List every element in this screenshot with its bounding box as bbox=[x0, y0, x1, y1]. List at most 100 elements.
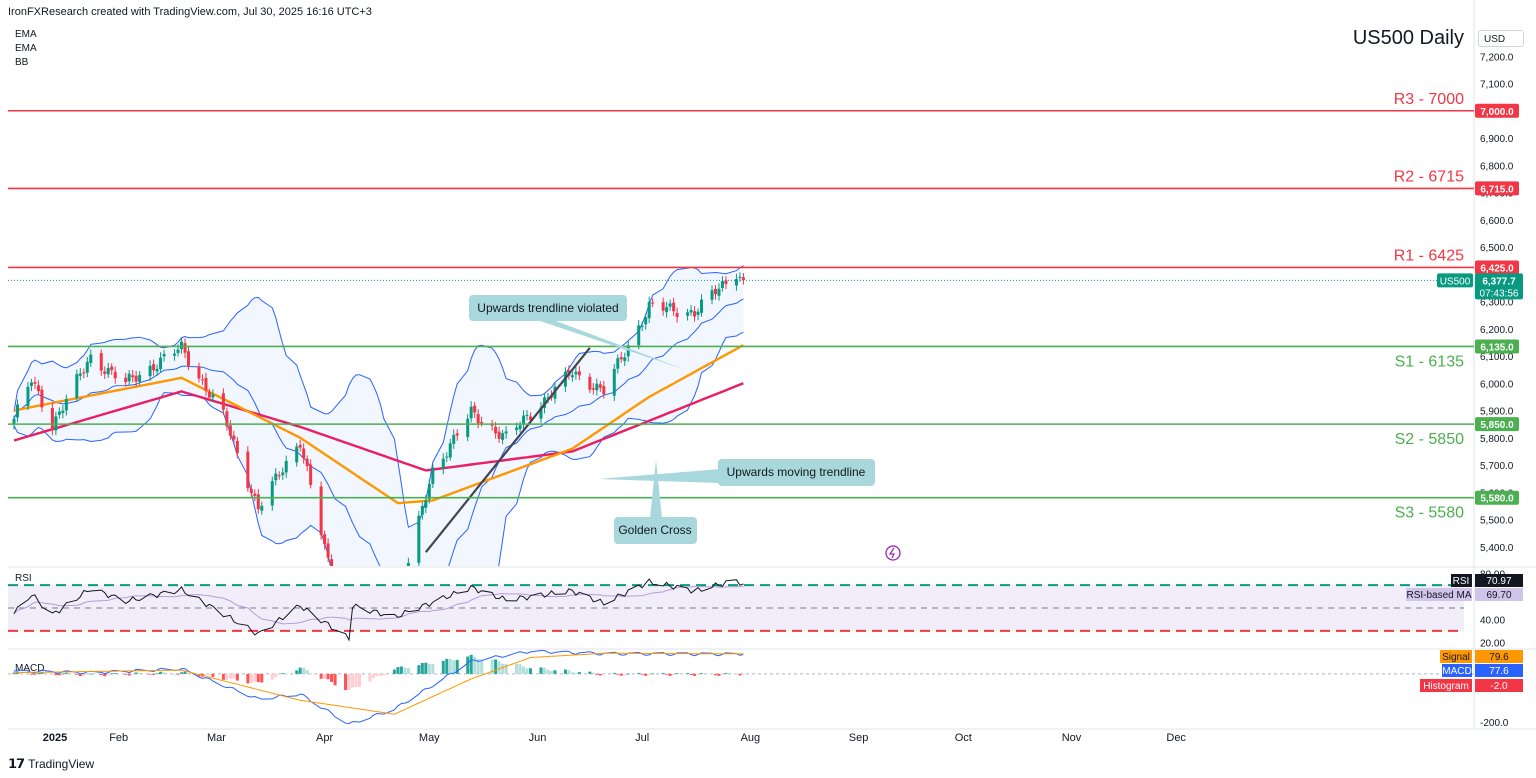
macd-histogram-bar bbox=[183, 671, 187, 674]
candle-body bbox=[406, 562, 410, 566]
macd-histogram-bar bbox=[197, 673, 201, 677]
candle bbox=[595, 378, 599, 396]
macd-histogram-bar bbox=[75, 673, 79, 675]
macd-histogram-bar bbox=[448, 658, 452, 674]
candle bbox=[417, 510, 421, 566]
legend-bb[interactable]: BB bbox=[15, 57, 29, 68]
macd-histogram-bar bbox=[717, 673, 721, 676]
callout-moving-trendline-label: Upwards moving trendline bbox=[727, 465, 866, 479]
currency-button[interactable]: USD bbox=[1478, 30, 1524, 47]
macd-histogram-bar bbox=[61, 673, 65, 675]
time-tick-label: Feb bbox=[109, 732, 128, 744]
candle-body bbox=[431, 467, 435, 484]
candle-body bbox=[200, 379, 204, 381]
macd-histogram-bar bbox=[54, 673, 58, 676]
candle bbox=[668, 299, 672, 311]
price-tick-label: 5,800.0 bbox=[1480, 434, 1514, 445]
candle bbox=[75, 369, 79, 402]
candle bbox=[57, 407, 61, 419]
candle bbox=[612, 363, 616, 402]
macd-histogram-bar bbox=[358, 673, 362, 688]
macd-histogram-bar bbox=[518, 664, 522, 674]
candle-body bbox=[228, 425, 232, 436]
candle bbox=[501, 429, 505, 445]
candle bbox=[672, 297, 676, 316]
level-price-tag bbox=[1475, 103, 1519, 118]
macd-histogram-bar bbox=[330, 673, 334, 682]
macd-histogram-bar bbox=[82, 673, 86, 676]
macd-histogram-bar bbox=[106, 673, 110, 676]
level-price-tag-label: 5,850.0 bbox=[1480, 420, 1514, 431]
footer-brand[interactable]: 𝟭𝟳 TradingView bbox=[8, 756, 94, 772]
candle-body bbox=[686, 312, 690, 316]
macd-tick-label: -200.0 bbox=[1480, 718, 1509, 729]
macd-histogram-bar bbox=[640, 673, 644, 675]
macd-histogram-bar bbox=[686, 673, 690, 674]
candle-body bbox=[577, 371, 581, 376]
macd-histogram-bar bbox=[637, 672, 641, 674]
time-tick-label: Mar bbox=[207, 732, 226, 744]
candle bbox=[441, 453, 445, 475]
candle bbox=[518, 421, 522, 433]
candle-body bbox=[724, 280, 728, 284]
macd-histogram-bar bbox=[211, 673, 215, 677]
candle-body bbox=[448, 443, 452, 458]
candle bbox=[232, 430, 236, 445]
level-label: R2 - 6715 bbox=[1394, 168, 1464, 185]
candle bbox=[598, 381, 602, 392]
level-price-tag bbox=[1475, 181, 1519, 196]
macd-histogram-bar bbox=[525, 668, 529, 674]
legend-ema-2[interactable]: EMA bbox=[15, 43, 37, 54]
candle-body bbox=[260, 505, 264, 511]
candle-body bbox=[89, 354, 93, 364]
chart-title: US500 Daily bbox=[1352, 27, 1464, 49]
candle-body bbox=[515, 427, 519, 431]
candle bbox=[197, 362, 201, 383]
candle bbox=[148, 360, 152, 381]
macd-histogram-bar bbox=[549, 671, 553, 674]
candle bbox=[270, 476, 274, 511]
time-tick-label: Jun bbox=[529, 732, 547, 744]
candle bbox=[82, 368, 86, 379]
candle-body bbox=[665, 307, 669, 313]
macd-histogram-bar bbox=[574, 673, 578, 675]
macd-histogram-bar bbox=[734, 673, 738, 675]
candle bbox=[127, 370, 131, 386]
level-price-tag-label: 6,135.0 bbox=[1480, 342, 1514, 353]
macd-histogram-bar bbox=[473, 656, 477, 674]
legend-ema-1[interactable]: EMA bbox=[15, 29, 37, 40]
candle-body bbox=[717, 288, 721, 296]
macd-histogram-bar bbox=[417, 665, 421, 674]
price-tick-label: 7,200.0 bbox=[1480, 52, 1514, 63]
candle-body bbox=[675, 312, 679, 318]
macd-value: 79.6 bbox=[1489, 652, 1509, 663]
price-tick-label: 6,800.0 bbox=[1480, 161, 1514, 172]
candle bbox=[319, 481, 323, 540]
macd-histogram-bar bbox=[696, 673, 700, 675]
macd-histogram-bar bbox=[466, 656, 470, 674]
macd-histogram-bar bbox=[427, 663, 431, 674]
level-label: S1 - 6135 bbox=[1395, 353, 1464, 370]
candle-body bbox=[539, 407, 543, 419]
candle bbox=[103, 366, 107, 380]
candle bbox=[372, 630, 375, 642]
candle bbox=[249, 484, 253, 498]
candle-body bbox=[330, 559, 334, 566]
macd-line bbox=[13, 650, 744, 725]
macd-histogram-bar bbox=[281, 673, 285, 674]
rsi-ma-series-tag-label: RSI-based MA bbox=[1406, 590, 1471, 601]
candle-body bbox=[424, 500, 428, 508]
macd-histogram-bar bbox=[344, 673, 348, 691]
macd-histogram-bar bbox=[159, 671, 163, 674]
candle bbox=[497, 426, 501, 444]
macd-histogram-bar bbox=[127, 673, 131, 676]
macd-histogram-bar bbox=[33, 673, 37, 675]
candle bbox=[326, 538, 330, 562]
candle bbox=[15, 399, 19, 423]
macd-histogram-bar bbox=[672, 673, 676, 676]
macd-histogram-bar bbox=[595, 673, 599, 675]
candle-body bbox=[452, 434, 456, 444]
candle-body bbox=[647, 302, 651, 319]
candle-body bbox=[525, 414, 529, 416]
